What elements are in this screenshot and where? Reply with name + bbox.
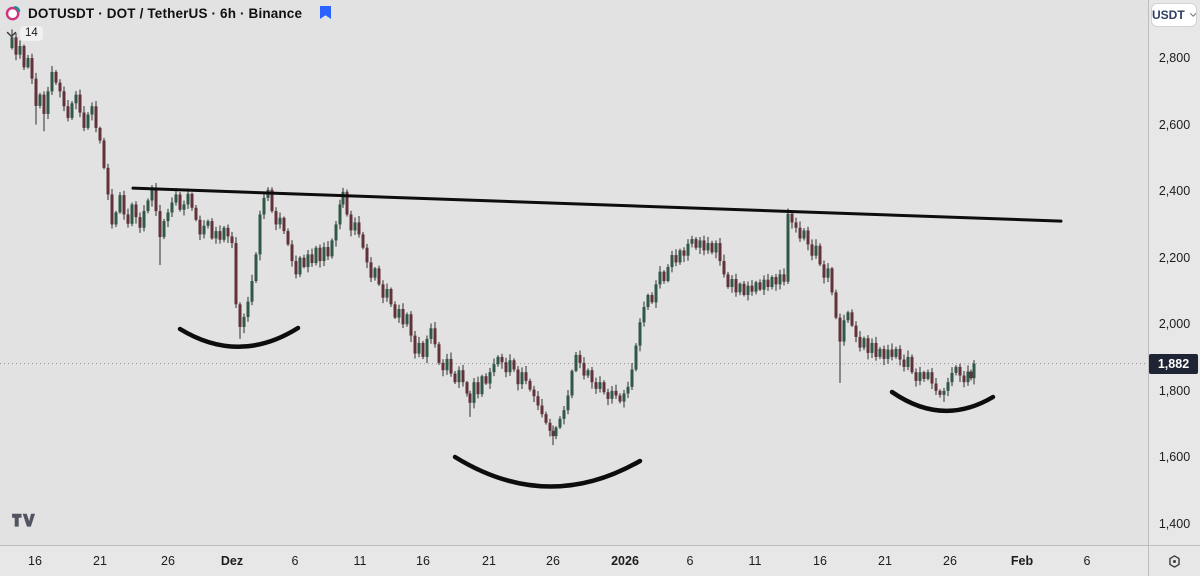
time-axis-tick: 26 — [161, 554, 175, 568]
time-axis-tick: Feb — [1010, 554, 1034, 568]
candles — [10, 29, 976, 446]
indicator-count-badge[interactable]: 14 — [20, 26, 43, 41]
candlestick-chart[interactable] — [0, 0, 1148, 545]
symbol-row: DOTUSDT · DOT / TetherUS · 6h · Binance — [5, 5, 332, 21]
time-axis[interactable]: 16 21 26 Dez 6 11 16 21 26 2026 6 11 16 21 26 Feb 6 — [0, 545, 1148, 576]
price-axis-tick: 1,800 — [1158, 383, 1191, 398]
price-axis-tick: 2,400 — [1158, 184, 1191, 199]
currency-button-label: USDT — [1152, 8, 1185, 22]
price-axis-tick: 1,600 — [1158, 450, 1191, 465]
time-axis-tick: 6 — [291, 554, 299, 568]
tradingview-logo[interactable] — [10, 510, 36, 534]
settings-gear-icon[interactable] — [1166, 553, 1183, 570]
arc-drawing-1[interactable] — [177, 325, 301, 349]
time-axis-tick: 21 — [482, 554, 496, 568]
axis-corner — [1148, 545, 1200, 576]
price-axis-tick: 2,000 — [1158, 317, 1191, 332]
legend-collapsed-row: 14 — [6, 26, 332, 41]
time-axis-tick: 21 — [93, 554, 107, 568]
chart-legend: DOTUSDT · DOT / TetherUS · 6h · Binance … — [5, 5, 332, 41]
time-axis-tick: 21 — [878, 554, 892, 568]
price-axis-tick: 1,400 — [1158, 517, 1191, 531]
time-axis-tick: 16 — [416, 554, 430, 568]
time-axis-tick: Dez — [220, 554, 244, 568]
flag-icon[interactable] — [319, 6, 332, 20]
symbol-title[interactable]: DOTUSDT · DOT / TetherUS · 6h · Binance — [28, 5, 303, 21]
time-axis-tick: 6 — [686, 554, 694, 568]
time-axis-tick: 6 — [1083, 554, 1091, 568]
price-axis-tick: 2,200 — [1158, 250, 1191, 265]
last-price-label: 1,882 — [1149, 353, 1198, 374]
chevron-down-icon — [1189, 13, 1196, 17]
time-axis-tick: 26 — [546, 554, 560, 568]
chevron-down-icon[interactable] — [6, 29, 17, 38]
price-axis-tick: 2,600 — [1158, 117, 1191, 132]
chart-pane[interactable]: DOTUSDT · DOT / TetherUS · 6h · Binance … — [0, 0, 1148, 545]
arc-drawing-3[interactable] — [889, 389, 996, 414]
time-axis-tick: 2026 — [611, 554, 639, 568]
symbol-logo-icon[interactable] — [5, 5, 21, 21]
time-axis-tick: 16 — [813, 554, 827, 568]
price-axis[interactable]: USDT 2,800 2,600 2,400 2,200 2,000 1,800 1,600… — [1148, 0, 1200, 545]
time-axis-tick: 11 — [748, 554, 762, 568]
time-axis-tick: 26 — [943, 554, 957, 568]
time-axis-tick: 11 — [353, 554, 367, 568]
arc-drawing-2[interactable] — [452, 454, 643, 489]
currency-button[interactable]: USDT — [1151, 3, 1197, 27]
time-axis-tick: 16 — [28, 554, 42, 568]
price-axis-tick: 2,800 — [1158, 51, 1191, 65]
trendline-drawing[interactable] — [131, 186, 1063, 223]
